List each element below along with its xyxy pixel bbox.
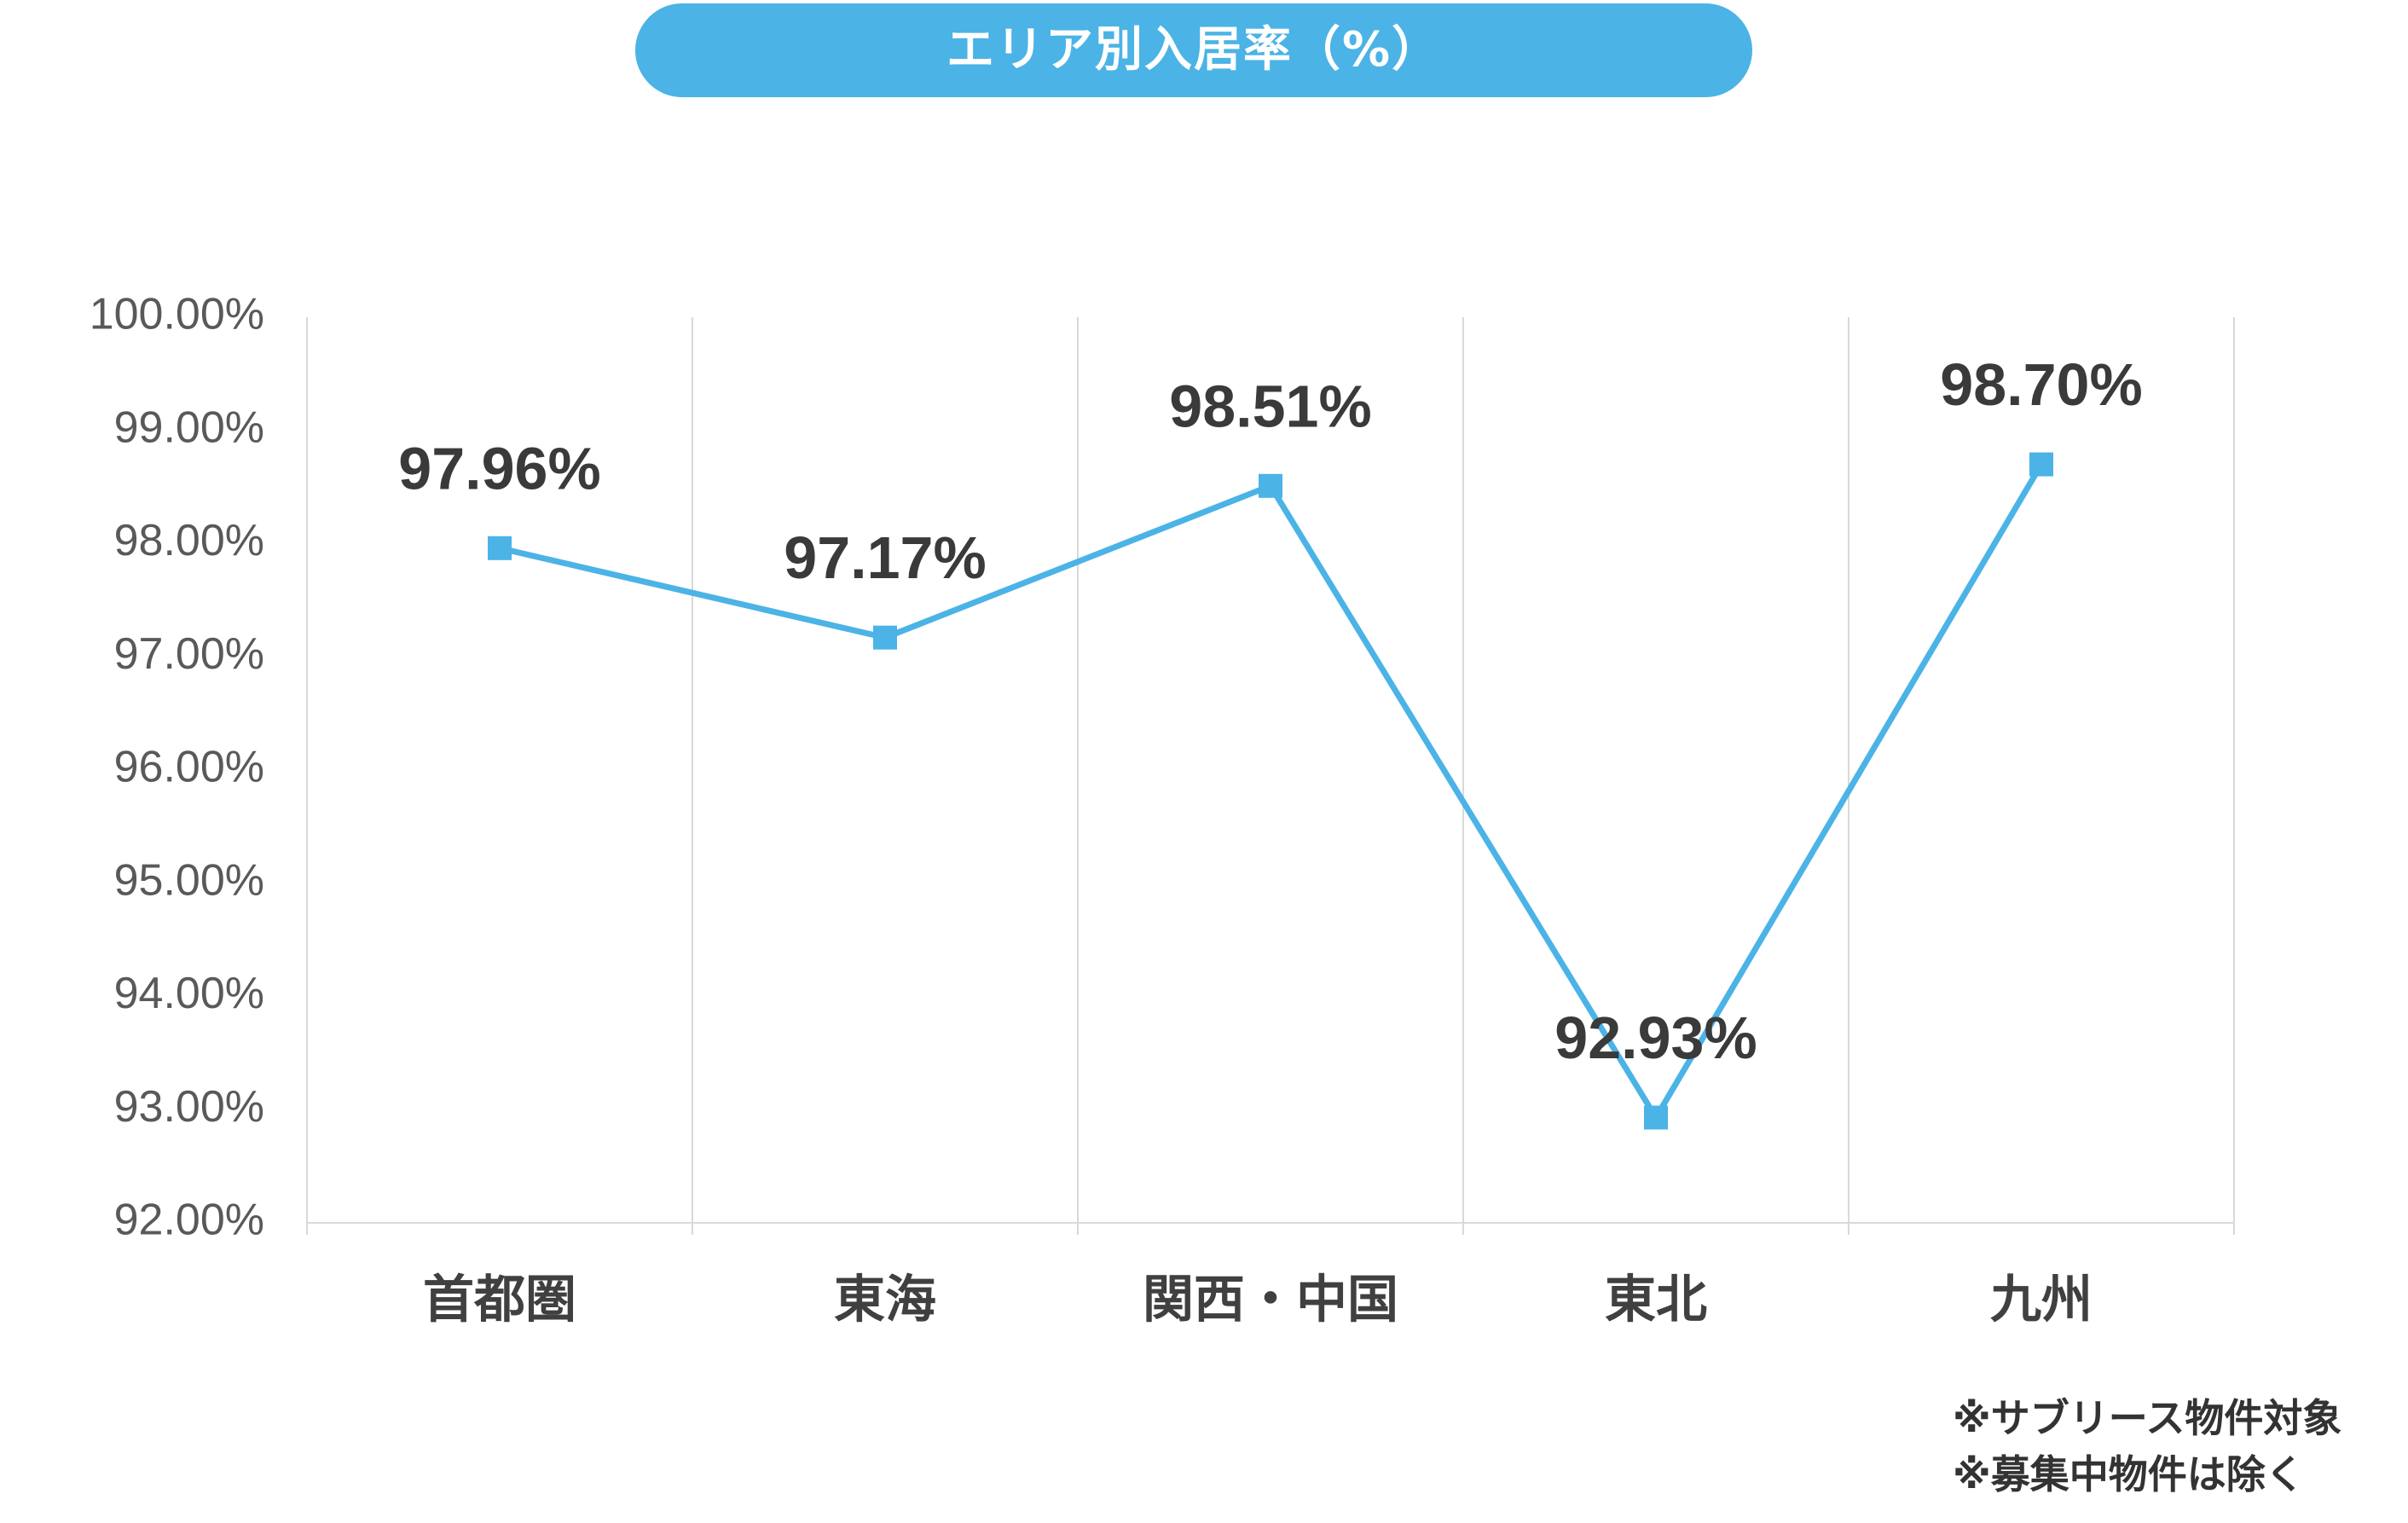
footnotes: ※サブリース物件対象 ※募集中物件は除く: [1953, 1390, 2341, 1503]
x-tick-label: 東海: [834, 1271, 936, 1330]
y-tick-label: 98.00%: [114, 516, 264, 565]
data-label: 97.96%: [398, 435, 600, 501]
footnote-2: ※募集中物件は除く: [1953, 1451, 2305, 1497]
data-labels: 97.96% 97.17% 98.51% 92.93% 98.70%: [398, 351, 2142, 1071]
y-tick-label: 92.00%: [114, 1196, 264, 1245]
data-label: 97.17%: [784, 524, 986, 591]
y-tick-label: 97.00%: [114, 629, 264, 679]
data-point-marker: [1259, 473, 1282, 498]
x-tick-label: 九州: [1990, 1271, 2093, 1330]
data-label: 92.93%: [1554, 1005, 1757, 1071]
x-tick-label: 東北: [1605, 1271, 1707, 1330]
grid-lines: [306, 317, 2235, 1235]
series-line: [499, 462, 2045, 1121]
data-label: 98.70%: [1940, 351, 2142, 418]
y-tick-label: 95.00%: [114, 855, 264, 905]
data-point-marker: [2029, 452, 2053, 477]
series-layer: [488, 452, 2053, 1130]
y-tick-label: 100.00%: [90, 290, 264, 339]
y-tick-label: 96.00%: [114, 743, 264, 792]
chart-title: エリア別入居率（%）: [635, 3, 1752, 97]
y-tick-label: 99.00%: [114, 402, 264, 452]
data-point-marker: [873, 625, 897, 650]
y-tick-label: 94.00%: [114, 969, 264, 1018]
x-axis-ticks: 首都圏 東海 関西・中国 東北 九州: [423, 1271, 2093, 1330]
x-tick-label: 首都圏: [423, 1271, 576, 1330]
y-tick-label: 93.00%: [114, 1082, 264, 1132]
y-axis-ticks: 92.00% 93.00% 94.00% 95.00% 96.00% 97.00% 98.0…: [90, 290, 264, 1245]
x-tick-label: 関西・中国: [1143, 1271, 1398, 1330]
data-label: 98.51%: [1169, 373, 1371, 439]
data-point-marker: [1644, 1105, 1668, 1130]
footnote-1: ※サブリース物件対象: [1953, 1395, 2342, 1441]
data-point-marker: [488, 536, 512, 560]
